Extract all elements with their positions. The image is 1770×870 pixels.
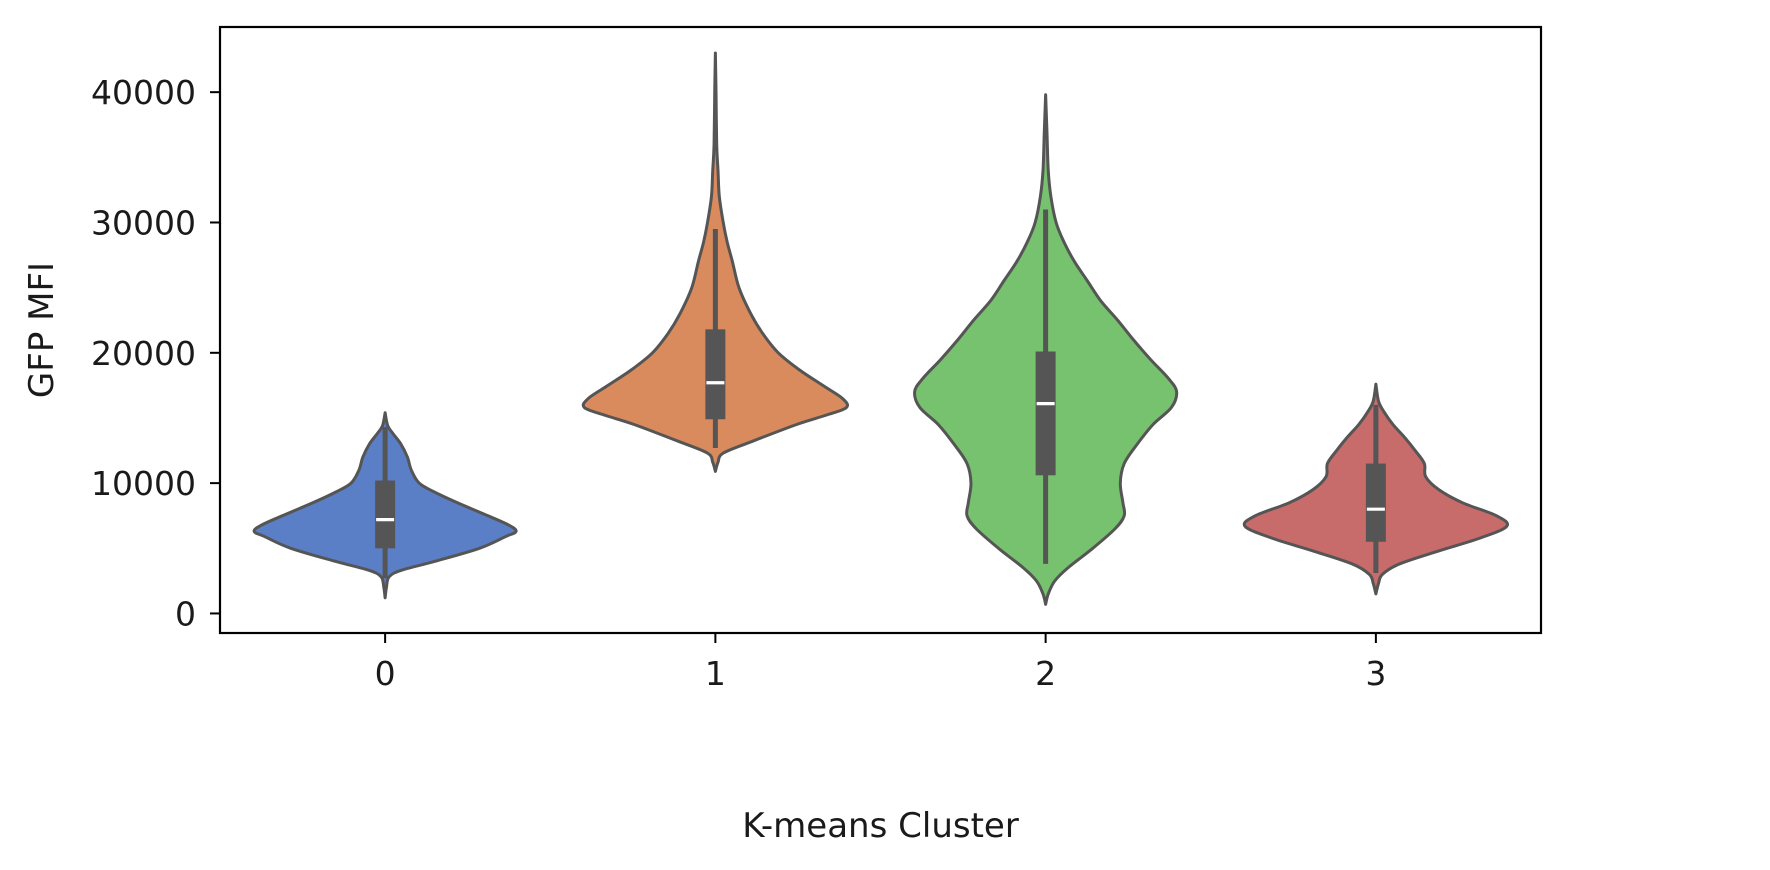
violin-iqr-box-1 <box>705 329 726 420</box>
violin-3 <box>1242 382 1509 596</box>
y-tick-label-20000: 20000 <box>91 334 196 373</box>
violins <box>252 51 1509 606</box>
y-axis-title: GFP MFI <box>22 262 62 398</box>
violin-0 <box>252 411 518 600</box>
x-tick-label-3: 3 <box>1365 654 1386 693</box>
y-tick-label-0: 0 <box>175 594 196 633</box>
y-axis-ticks: 0 10000 20000 30000 40000 <box>91 73 220 633</box>
violin-1 <box>581 51 850 473</box>
y-tick-label-30000: 30000 <box>91 203 196 242</box>
plot-area-frame <box>218 25 1543 635</box>
y-tick-label-40000: 40000 <box>91 73 196 112</box>
violin-iqr-box-3 <box>1365 463 1386 542</box>
x-tick-label-2: 2 <box>1035 654 1056 693</box>
x-tick-label-1: 1 <box>705 654 726 693</box>
x-tick-label-0: 0 <box>375 654 396 693</box>
violin-iqr-box-2 <box>1035 351 1056 476</box>
violin-2 <box>913 93 1179 606</box>
y-tick-label-10000: 10000 <box>91 464 196 503</box>
violin-iqr-box-0 <box>375 480 396 549</box>
x-axis-ticks: 0 1 2 3 <box>375 633 1386 693</box>
x-axis-title: K-means Cluster <box>742 806 1019 846</box>
